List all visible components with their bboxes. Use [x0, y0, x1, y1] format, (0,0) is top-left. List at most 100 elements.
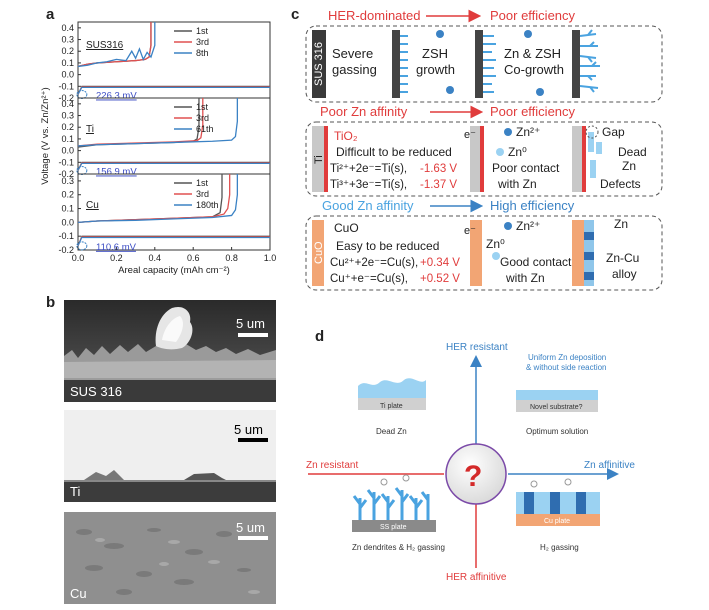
- cu-v2: +0.52 V: [420, 273, 460, 285]
- scale-label-cu: 5 um: [236, 520, 265, 535]
- legend-label: 1st: [196, 178, 209, 188]
- ti-eq1: Ti²⁺+2e⁻=Ti(s),: [330, 163, 407, 175]
- dead-zn-label: Zn: [622, 159, 636, 173]
- scale-label-ti: 5 um: [234, 422, 263, 437]
- y-tick-label: 0.4: [61, 23, 74, 33]
- row-her-dominated: HER-dominated Poor efficiency SUS 316 Se…: [305, 8, 663, 103]
- panel-label-d: d: [315, 328, 325, 345]
- series-line-Cu-180th: [77, 174, 239, 224]
- overpotential-label: 226.3 mV: [96, 90, 137, 101]
- good-contact: Good contact: [500, 255, 572, 269]
- cuo-label: CuO: [334, 221, 359, 235]
- y-tick-label: 0.0: [61, 146, 74, 156]
- zn-resistant-label: Zn resistant: [306, 460, 358, 471]
- y-tick-label: 0.4: [61, 99, 74, 109]
- optimum-caption: Optimum solution: [526, 427, 588, 436]
- y-axis-label: Voltage (V vs. Zn/Zn²⁺): [40, 87, 51, 184]
- x-tick-label: 0.6: [187, 253, 200, 263]
- y-tick-label: -0.1: [58, 157, 74, 167]
- tio2-label: TiO₂: [334, 129, 358, 143]
- scale-bar-cu: [238, 536, 268, 540]
- sem-image-sus316: 5 um SUS 316: [64, 300, 276, 402]
- dendrites-caption: Zn dendrites & H₂ gassing: [352, 543, 445, 552]
- her-resistant-label: HER resistant: [446, 342, 508, 353]
- cu-eq2: Cu⁺+e⁻=Cu(s),: [330, 273, 408, 285]
- y-tick-label: 0.1: [61, 204, 74, 214]
- chart-frame: [77, 21, 271, 251]
- uniform-label-2: & without side reaction: [526, 363, 607, 372]
- h2-caption: H₂ gassing: [540, 543, 579, 552]
- uniform-label-1: Uniform Zn deposition: [528, 353, 606, 362]
- panel-label-c: c: [291, 6, 300, 23]
- sem-cu-texture: [64, 512, 276, 604]
- sem-label-cu: Cu: [70, 586, 87, 601]
- y-tick-label: 0.1: [61, 58, 74, 68]
- legend-label: 180th: [196, 200, 219, 210]
- with-zn-cu: with Zn: [505, 271, 545, 285]
- sem-image-cu: 5 um Cu: [64, 512, 276, 604]
- zn0-cu: Zn⁰: [486, 237, 505, 251]
- series-line-SUS316-8th: [77, 22, 156, 68]
- zsh-growth-text: growth: [416, 62, 455, 77]
- panel-label-a: a: [46, 6, 55, 23]
- scale-label-sus316: 5 um: [236, 316, 265, 331]
- legend-label: 3rd: [196, 113, 209, 123]
- y-tick-label: 0.1: [61, 134, 74, 144]
- y-tick-label: -0.2: [58, 245, 74, 255]
- y-tick-label: 0.3: [61, 35, 74, 45]
- zn2-ti: Zn²⁺: [516, 125, 540, 139]
- electron-cu: e⁻: [464, 225, 476, 237]
- novel-substrate-label: Novel substrate?: [530, 404, 583, 411]
- quadrant-diagram: HER resistant HER affinitive Zn resistan…: [306, 342, 635, 583]
- legend-label: 3rd: [196, 189, 209, 199]
- subplot-name: Ti: [86, 124, 94, 135]
- sem-label-ti: Ti: [70, 484, 81, 499]
- substrate-ti: Ti: [313, 155, 325, 164]
- ti-v2: -1.37 V: [420, 179, 457, 191]
- legend-label: 3rd: [196, 37, 209, 47]
- strip-line-Cu-180th: [77, 237, 270, 247]
- y-tick-label: -0.2: [58, 169, 74, 179]
- legend-label: 61th: [196, 124, 214, 134]
- voltage-chart: 0.40.30.20.10.0-0.1-0.21st3rd8thSUS31622…: [40, 21, 276, 276]
- y-tick-label: -0.1: [58, 231, 74, 241]
- ti-plate-label: Ti plate: [380, 403, 403, 410]
- zn-zsh-text: Zn & ZSH: [504, 46, 561, 61]
- substrate-sus316: SUS 316: [313, 42, 325, 86]
- y-tick-label: 0.2: [61, 122, 74, 132]
- substrate-cuo: CuO: [313, 241, 325, 264]
- legend-label: 1st: [196, 102, 209, 112]
- header-her-dominated: HER-dominated: [328, 8, 421, 23]
- easy-text: Easy to be reduced: [336, 239, 439, 253]
- overpotential-marker: [76, 241, 88, 251]
- row-poor-zn-affinity: Poor Zn affinity Poor efficiency Ti TiO₂…: [305, 104, 663, 197]
- zn-label-cu: Zn: [614, 217, 628, 231]
- header-poor-efficiency-2: Poor efficiency: [490, 104, 576, 119]
- electron-ti: e⁻: [464, 129, 476, 141]
- sem-image-ti: 5 um Ti: [64, 410, 276, 502]
- series-line-Ti-3rd: [77, 98, 204, 147]
- cu-v1: +0.34 V: [420, 257, 460, 269]
- x-axis-label: Areal capacity (mAh cm⁻²): [118, 265, 230, 276]
- header-good-zn-affinity: Good Zn affinity: [322, 198, 414, 213]
- her-affinitive-label: HER affinitive: [446, 572, 507, 583]
- y-tick-label: 0.0: [61, 70, 74, 80]
- mechanism-schematic: HER-dominated Poor efficiency SUS 316 Se…: [305, 8, 663, 291]
- sem-ti-texture: [64, 410, 276, 502]
- y-tick-label: 0.2: [61, 190, 74, 200]
- alloy-label: alloy: [612, 267, 637, 281]
- co-growth-text: Co-growth: [504, 62, 564, 77]
- defects-label: Defects: [600, 177, 641, 191]
- panel-label-b: b: [46, 294, 56, 311]
- zn-cu-label: Zn-Cu: [606, 251, 639, 265]
- legend-label: 8th: [196, 48, 209, 58]
- gap-label: Gap: [602, 125, 625, 139]
- y-tick-label: 0.3: [61, 176, 74, 186]
- ti-v1: -1.63 V: [420, 163, 457, 175]
- strip-line-SUS316-8th: [77, 86, 270, 95]
- cu-plate-label: Cu plate: [544, 518, 570, 525]
- y-tick-label: 0.2: [61, 46, 74, 56]
- header-high-efficiency: High efficiency: [490, 198, 575, 213]
- legend-label: 1st: [196, 26, 209, 36]
- strip-line-Ti-61th: [77, 162, 270, 171]
